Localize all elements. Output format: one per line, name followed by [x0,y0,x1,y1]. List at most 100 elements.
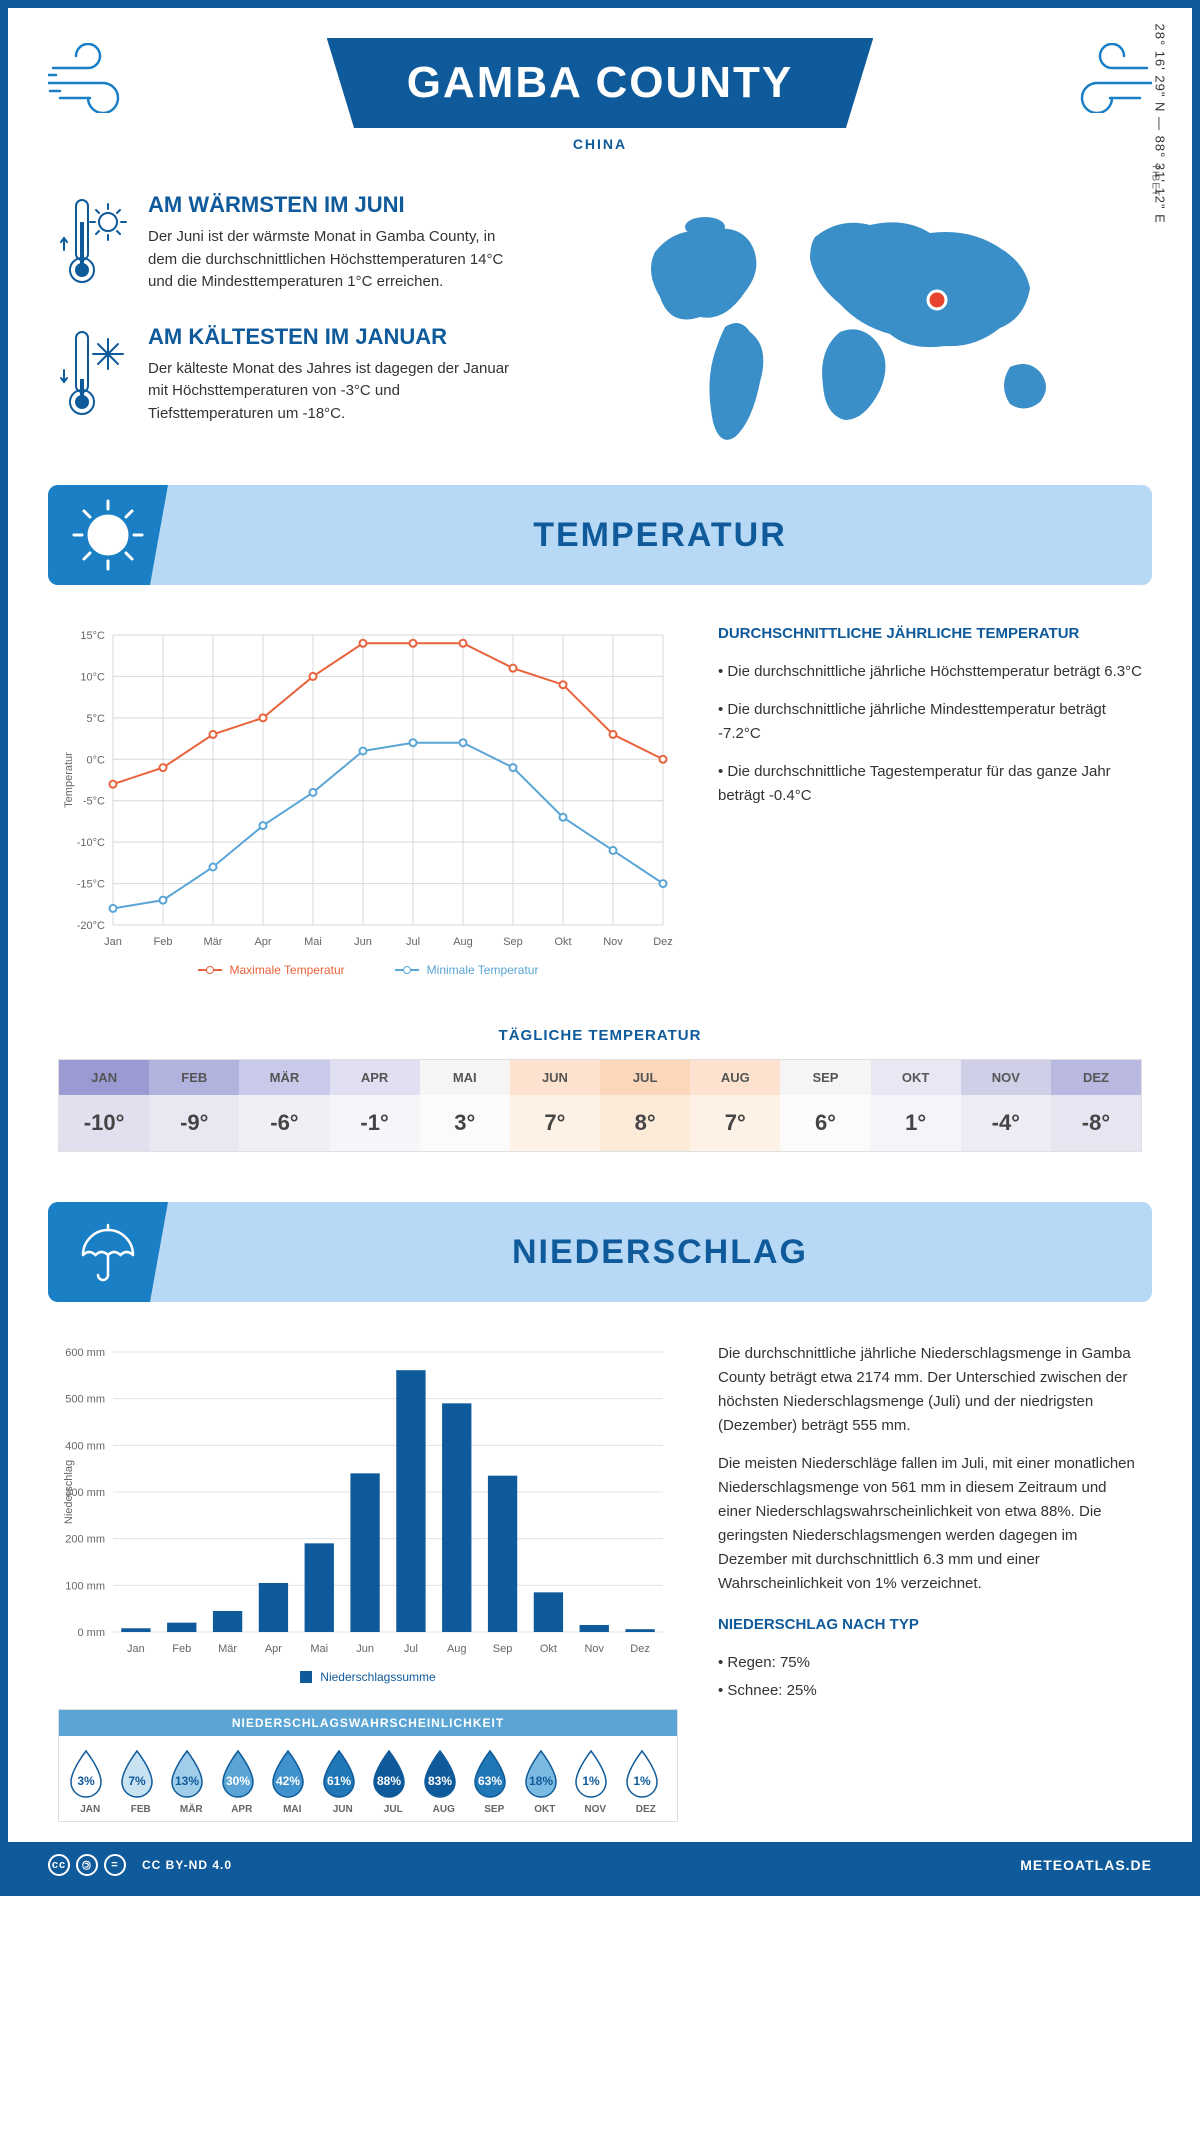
svg-text:88%: 88% [377,1774,401,1788]
svg-text:30%: 30% [225,1774,249,1788]
svg-text:Mär: Mär [218,1643,237,1655]
temp-col: APR -1° [330,1060,420,1151]
temperature-chart-row: -20°C-15°C-10°C-5°C0°C5°C10°C15°CJanFebM… [8,585,1192,997]
page-title: GAMBA COUNTY [407,58,794,108]
license-block: cc 🄯 = CC BY-ND 4.0 [48,1854,232,1876]
temp-bullet-0: • Die durchschnittliche jährliche Höchst… [718,660,1142,684]
drop-cell: 1% NOV [570,1748,621,1815]
svg-text:Okt: Okt [554,936,571,948]
svg-text:Feb: Feb [154,936,173,948]
drop-cell: 1% DEZ [621,1748,672,1815]
coldest-body: Der kälteste Monat des Jahres ist dagege… [148,358,528,426]
precip-type-heading: NIEDERSCHLAG NACH TYP [718,1616,1142,1633]
nd-icon: = [104,1854,126,1876]
drop-cell: 83% AUG [419,1748,470,1815]
drop-cell: 13% MÄR [166,1748,217,1815]
temperature-line-chart: -20°C-15°C-10°C-5°C0°C5°C10°C15°CJanFebM… [58,625,678,977]
site-name: METEOATLAS.DE [1020,1857,1152,1873]
svg-text:Mai: Mai [310,1643,328,1655]
svg-text:Jan: Jan [104,936,122,948]
svg-text:Jan: Jan [127,1643,145,1655]
temp-summary-heading: DURCHSCHNITTLICHE JÄHRLICHE TEMPERATUR [718,625,1142,642]
temp-col: SEP 6° [780,1060,870,1151]
temp-col: NOV -4° [961,1060,1051,1151]
legend-min: Minimale Temperatur [427,963,539,977]
svg-text:13%: 13% [175,1774,199,1788]
temp-col: FEB -9° [149,1060,239,1151]
svg-text:Aug: Aug [453,936,473,948]
temp-col: JUN 7° [510,1060,600,1151]
drop-cell: 63% SEP [469,1748,520,1815]
drop-cell: 18% OKT [520,1748,571,1815]
svg-text:7%: 7% [128,1774,146,1788]
svg-text:63%: 63% [478,1774,502,1788]
precip-p2: Die meisten Niederschläge fallen im Juli… [718,1452,1142,1596]
svg-text:Sep: Sep [503,936,523,948]
temperature-banner: TEMPERATUR [48,485,1152,585]
wind-icon [48,43,158,113]
svg-text:83%: 83% [427,1774,451,1788]
svg-text:15°C: 15°C [80,630,105,642]
precip-type-1: • Schnee: 25% [718,1679,1142,1703]
precip-banner: NIEDERSCHLAG [48,1202,1152,1302]
drop-cell: 3% JAN [65,1748,116,1815]
svg-text:200 mm: 200 mm [65,1534,105,1546]
warmest-heading: AM WÄRMSTEN IM JUNI [148,192,528,218]
svg-text:-15°C: -15°C [77,879,105,891]
svg-text:-5°C: -5°C [83,796,105,808]
precip-p1: Die durchschnittliche jährliche Niedersc… [718,1342,1142,1438]
svg-text:1%: 1% [633,1774,651,1788]
svg-text:Mär: Mär [204,936,223,948]
svg-text:600 mm: 600 mm [65,1347,105,1359]
temp-bullet-2: • Die durchschnittliche Tagestemperatur … [718,760,1142,808]
svg-text:Dez: Dez [653,936,673,948]
svg-text:61%: 61% [326,1774,350,1788]
drop-cell: 61% JUN [318,1748,369,1815]
svg-text:500 mm: 500 mm [65,1394,105,1406]
svg-text:Temperatur: Temperatur [63,752,75,808]
coldest-heading: AM KÄLTESTEN IM JANUAR [148,324,528,350]
svg-text:10°C: 10°C [80,671,105,683]
precip-summary: Die durchschnittliche jährliche Niedersc… [718,1342,1142,1822]
header: GAMBA COUNTY CHINA [8,8,1192,162]
svg-text:Nov: Nov [584,1643,604,1655]
precip-title: NIEDERSCHLAG [168,1233,1152,1272]
precip-chart-row: 0 mm100 mm200 mm300 mm400 mm500 mm600 mm… [8,1302,1192,1842]
drop-cell: 7% FEB [116,1748,167,1815]
temperature-summary: DURCHSCHNITTLICHE JÄHRLICHE TEMPERATUR •… [718,625,1142,977]
daily-temp-title: TÄGLICHE TEMPERATUR [8,1027,1192,1044]
precip-type-0: • Regen: 75% [718,1651,1142,1675]
legend-precip: Niederschlagssumme [320,1670,435,1684]
svg-text:Sep: Sep [493,1643,513,1655]
drop-cell: 42% MAI [267,1748,318,1815]
warmest-body: Der Juni ist der wärmste Monat in Gamba … [148,226,528,294]
daily-temp-table: JAN -10° FEB -9° MÄR -6° APR -1° MAI 3° … [58,1059,1142,1152]
svg-text:0°C: 0°C [87,754,106,766]
svg-text:Jun: Jun [354,936,372,948]
drop-cell: 88% JUL [368,1748,419,1815]
svg-text:-10°C: -10°C [77,837,105,849]
thermometer-cold-icon [58,324,128,426]
page-subtitle: CHINA [327,136,874,152]
warmest-block: AM WÄRMSTEN IM JUNI Der Juni ist der wär… [58,192,585,294]
title-ribbon: GAMBA COUNTY [327,38,874,128]
svg-text:Apr: Apr [254,936,271,948]
intro-section: AM WÄRMSTEN IM JUNI Der Juni ist der wär… [8,162,1192,485]
svg-text:5°C: 5°C [87,713,106,725]
svg-text:42%: 42% [276,1774,300,1788]
temp-col: JAN -10° [59,1060,149,1151]
license-text: CC BY-ND 4.0 [142,1858,232,1872]
temp-col: MÄR -6° [239,1060,329,1151]
temp-col: OKT 1° [871,1060,961,1151]
svg-text:Aug: Aug [447,1643,467,1655]
svg-text:Dez: Dez [630,1643,650,1655]
footer: cc 🄯 = CC BY-ND 4.0 METEOATLAS.DE [8,1842,1192,1888]
sun-icon [48,485,168,585]
svg-text:0 mm: 0 mm [78,1627,106,1639]
svg-text:Apr: Apr [265,1643,282,1655]
temp-col: DEZ -8° [1051,1060,1141,1151]
svg-text:Jun: Jun [356,1643,374,1655]
svg-text:Jul: Jul [406,936,420,948]
temp-col: AUG 7° [690,1060,780,1151]
temp-col: MAI 3° [420,1060,510,1151]
